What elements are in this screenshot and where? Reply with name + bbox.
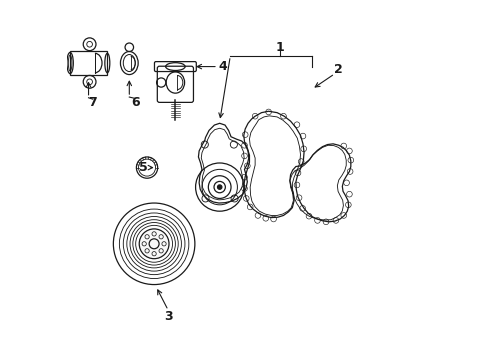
Text: 2: 2 (333, 63, 342, 76)
Text: 4: 4 (219, 60, 227, 73)
Text: 5: 5 (139, 161, 147, 174)
Text: 1: 1 (275, 41, 284, 54)
Text: 7: 7 (88, 96, 97, 109)
Circle shape (217, 185, 222, 189)
Text: 6: 6 (131, 95, 140, 108)
Text: 3: 3 (163, 310, 172, 323)
Circle shape (139, 229, 169, 259)
